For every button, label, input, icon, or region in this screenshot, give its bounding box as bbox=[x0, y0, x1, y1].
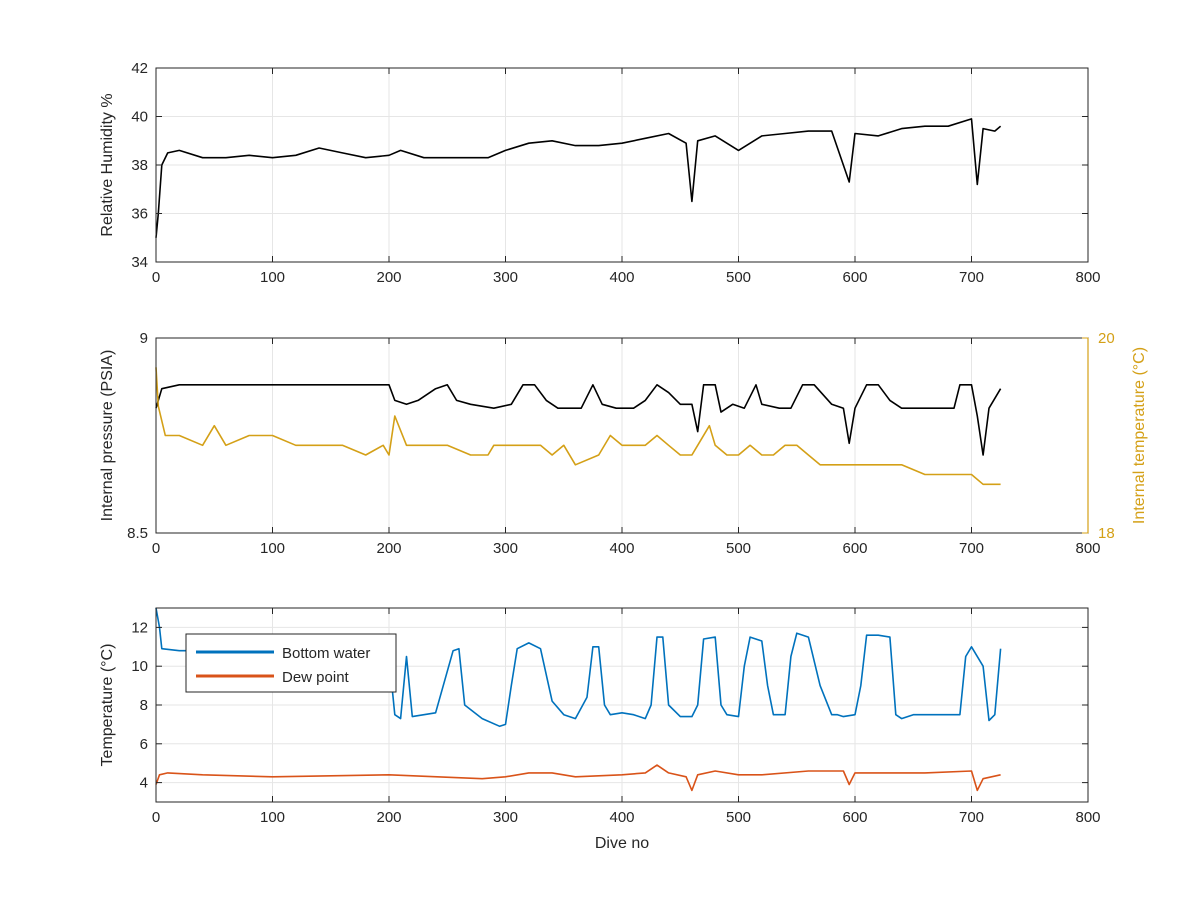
y-tick-label: 38 bbox=[131, 157, 148, 174]
x-tick-label: 200 bbox=[376, 809, 401, 826]
legend-box bbox=[185, 633, 397, 693]
series-line-humidity-0 bbox=[155, 118, 1002, 238]
y-tick-label: 4 bbox=[140, 775, 148, 792]
series-line-pressure-1 bbox=[155, 367, 1001, 486]
x-tick-label: 100 bbox=[260, 269, 285, 286]
series-line-temperature-1 bbox=[155, 764, 1001, 792]
x-tick-label: 400 bbox=[609, 540, 634, 557]
x-tick-label: 700 bbox=[959, 540, 984, 557]
y-tick-label: 42 bbox=[131, 60, 148, 77]
x-tick-label: 100 bbox=[260, 540, 285, 557]
chart-panel-pressure: 0 100 200 300 400 500 600 700 800 8.5 9 Internal pr… bbox=[99, 330, 1148, 557]
x-tick-label: 100 bbox=[260, 809, 285, 826]
y-tick-label: 8.5 bbox=[127, 525, 148, 542]
chart-panel-humidity: 0 100 200 300 400 500 600 700 800 34 36 38 40 42 Relat… bbox=[99, 60, 1101, 286]
x-tick-label: 800 bbox=[1075, 809, 1100, 826]
y-axis-label: Relative Humidity % bbox=[99, 93, 116, 236]
x-tick-label: 200 bbox=[376, 269, 401, 286]
y-tick-label: 6 bbox=[140, 736, 148, 753]
x-tick-label: 500 bbox=[726, 809, 751, 826]
x-tick-label: 500 bbox=[726, 269, 751, 286]
x-tick-label: 800 bbox=[1075, 269, 1100, 286]
x-tick-label: 0 bbox=[152, 540, 160, 557]
x-tick-label: 600 bbox=[842, 809, 867, 826]
y2-axis-label: Internal temperature (°C) bbox=[1131, 347, 1148, 524]
x-tick-label: 800 bbox=[1075, 540, 1100, 557]
legend: Bottom water Dew point bbox=[185, 633, 397, 693]
series-line-pressure-0 bbox=[155, 383, 1002, 456]
y-tick-label: 36 bbox=[131, 206, 148, 223]
x-tick-label: 700 bbox=[959, 269, 984, 286]
series-line-temperature-0 bbox=[155, 607, 1002, 728]
x-axis-label: Dive no bbox=[595, 835, 649, 852]
y-tick-label: 34 bbox=[131, 254, 148, 271]
x-tick-label: 0 bbox=[152, 809, 160, 826]
y-axis-label: Temperature (°C) bbox=[99, 644, 116, 767]
x-tick-label: 0 bbox=[152, 269, 160, 286]
y-tick-label: 9 bbox=[140, 330, 148, 347]
y-tick-label: 8 bbox=[140, 697, 148, 714]
y2-tick-label: 18 bbox=[1098, 525, 1115, 542]
y-tick-label: 10 bbox=[131, 658, 148, 675]
x-tick-label: 600 bbox=[842, 540, 867, 557]
x-tick-label: 700 bbox=[959, 809, 984, 826]
y-tick-label: 40 bbox=[131, 109, 148, 126]
chart-panel-temperature: 0 100 200 300 400 500 600 700 800 4 6 8 10 12 Temperat… bbox=[99, 607, 1101, 852]
x-tick-label: 400 bbox=[609, 809, 634, 826]
y-axis-label: Internal pressure (PSIA) bbox=[99, 350, 116, 522]
legend-label: Bottom water bbox=[282, 645, 370, 662]
y2-tick-label: 20 bbox=[1098, 330, 1115, 347]
y-tick-label: 12 bbox=[131, 619, 148, 636]
legend-label: Dew point bbox=[282, 669, 350, 686]
x-tick-label: 500 bbox=[726, 540, 751, 557]
x-tick-label: 300 bbox=[493, 540, 518, 557]
x-tick-label: 400 bbox=[609, 269, 634, 286]
x-tick-label: 200 bbox=[376, 540, 401, 557]
x-tick-label: 300 bbox=[493, 809, 518, 826]
x-tick-label: 300 bbox=[493, 269, 518, 286]
x-tick-label: 600 bbox=[842, 269, 867, 286]
